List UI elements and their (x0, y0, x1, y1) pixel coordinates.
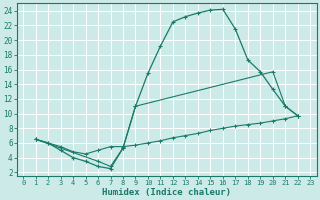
X-axis label: Humidex (Indice chaleur): Humidex (Indice chaleur) (102, 188, 231, 197)
